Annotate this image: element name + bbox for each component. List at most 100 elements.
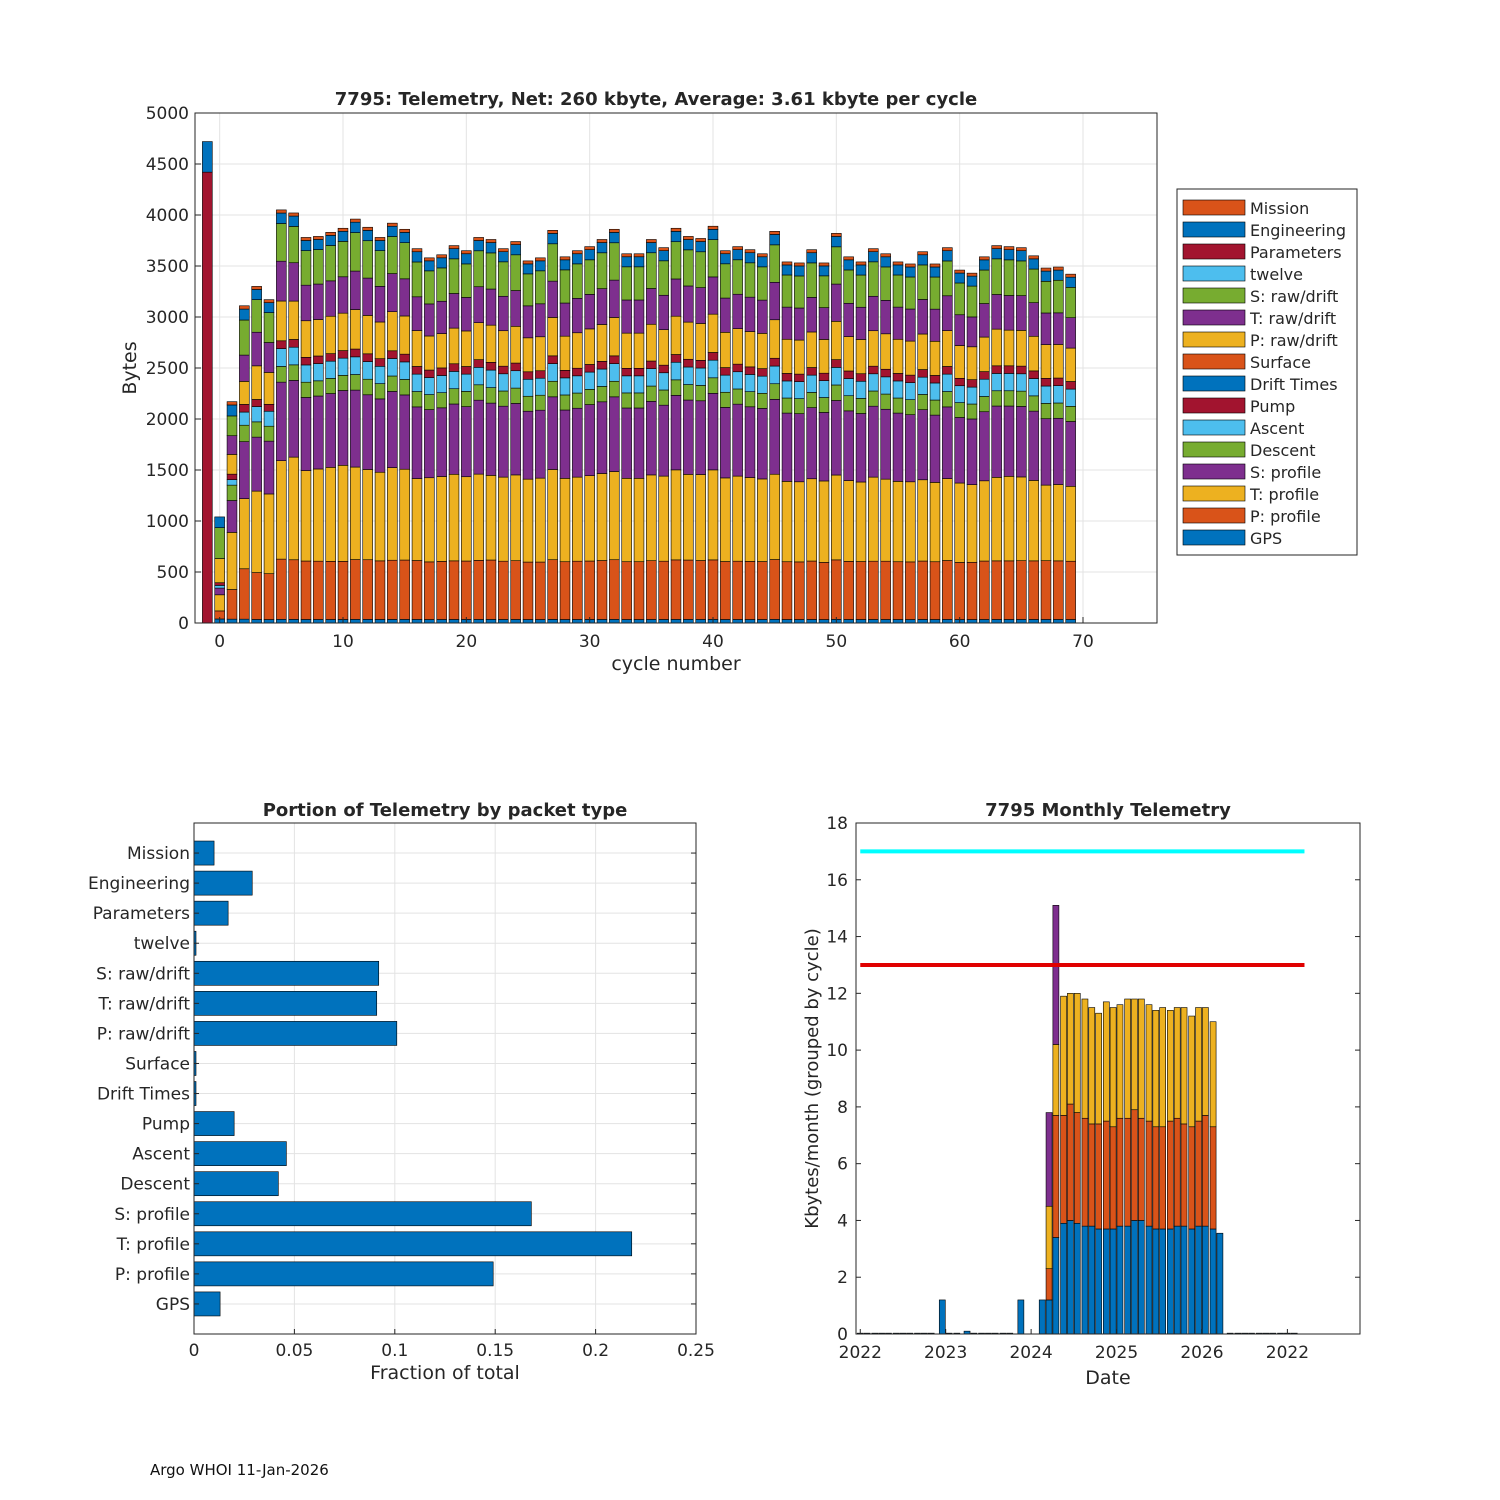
- bar-segment-orange: [1073, 1112, 1081, 1224]
- bar-segment-ascent: [473, 367, 484, 386]
- bar-segment-s-profile: [905, 414, 916, 483]
- bar-segment-ascent: [572, 375, 583, 394]
- bar-segment-orange: [1145, 1120, 1153, 1227]
- bar-segment-s-raw-drift: [670, 241, 682, 280]
- bar-segment-p-raw-drift: [572, 332, 583, 369]
- bar-descent: [193, 1171, 279, 1197]
- bar-segment-t-raw-drift: [239, 354, 250, 382]
- bar-segment-orange: [1095, 1123, 1102, 1230]
- bar-segment-yellow: [1145, 1004, 1153, 1122]
- x-tick-label: 2022: [839, 1343, 882, 1363]
- bar-segment-t-raw-drift: [362, 277, 373, 316]
- bar-segment-s-raw-drift: [818, 275, 830, 308]
- bar-segment-t-raw-drift: [683, 285, 694, 323]
- bar-segment-p-profile: [572, 560, 583, 620]
- bar-segment-engineering: [535, 260, 546, 272]
- legend-label-p-profile: P: profile: [1250, 507, 1321, 526]
- bar-segment-ascent: [288, 346, 299, 366]
- bar-segment-gps: [424, 619, 435, 624]
- bar-segment-engineering: [720, 253, 731, 265]
- bar-segment-s-raw-drift: [461, 263, 472, 298]
- bar-segment-s-profile: [522, 410, 534, 480]
- bar-segment-ascent: [226, 479, 238, 486]
- bar-segment-p-profile: [362, 559, 373, 620]
- bar-segment-yellow: [1124, 998, 1131, 1119]
- bar-segment-gps: [374, 619, 386, 624]
- bar-segment-ascent: [276, 348, 287, 367]
- bar-segment-s-profile: [510, 403, 521, 476]
- bar-segment-p-raw-drift: [979, 336, 990, 372]
- bar-segment-ascent: [979, 378, 990, 397]
- bar-s-raw-drift: [193, 960, 380, 986]
- bar-segment-p-raw-drift: [411, 330, 423, 367]
- bar-segment-t-raw-drift: [991, 294, 1002, 330]
- bar-segment-mission: [276, 209, 287, 214]
- bar-segment-blue: [1052, 1237, 1060, 1335]
- bar-segment-t-profile: [818, 480, 830, 563]
- bar-segment-s-raw-drift: [732, 259, 743, 295]
- bar-segment-t-profile: [880, 478, 891, 562]
- bar-segment-descent: [547, 380, 558, 398]
- y-axis-label: Kbytes/month (grouped by cycle): [802, 928, 823, 1228]
- bar-segment-mission: [806, 249, 817, 254]
- bar-segment-p-raw-drift: [350, 309, 361, 350]
- bar-segment-p-raw-drift: [633, 332, 645, 369]
- y-tick-label-parameters: Parameters: [93, 904, 190, 924]
- bar-segment-engineering: [226, 404, 238, 417]
- bar-segment-ascent: [399, 361, 410, 380]
- y-tick-label: 3000: [146, 308, 189, 328]
- bar-t-profile: [193, 1231, 633, 1257]
- bar-segment-descent: [535, 394, 546, 411]
- bar-segment-t-profile: [646, 474, 657, 561]
- bar-segment-mission: [547, 230, 558, 234]
- bar-segment-pump: [535, 370, 546, 379]
- bar-segment-t-profile: [609, 471, 620, 561]
- legend-label-parameters: Parameters: [1250, 243, 1342, 262]
- bar-segment-p-raw-drift: [831, 321, 842, 360]
- bar-segment-s-raw-drift: [313, 249, 324, 285]
- bar-segment-pump: [337, 350, 349, 359]
- bar-segment-s-raw-drift: [214, 527, 225, 559]
- bar-segment-p-profile: [646, 560, 657, 620]
- bar-segment-yellow: [1180, 1007, 1188, 1125]
- bar-segment-pump: [781, 373, 793, 382]
- bar-segment-s-profile: [547, 396, 558, 470]
- bar-segment-pump: [1053, 377, 1064, 386]
- bar-segment-mission: [387, 222, 398, 227]
- bar-segment-mission: [966, 272, 978, 277]
- bar-segment-t-raw-drift: [584, 294, 595, 330]
- y-tick-label: 2500: [146, 359, 189, 379]
- bar-segment-pump: [510, 362, 521, 372]
- y-tick-label-s-raw-drift: S: raw/drift: [96, 964, 190, 984]
- bar-segment-descent: [670, 379, 682, 396]
- bar-segment-p-profile: [535, 561, 546, 620]
- bar-segment-t-raw-drift: [596, 288, 608, 325]
- bar-segment-p-profile: [251, 572, 262, 620]
- bar-segment-p-profile: [510, 560, 521, 620]
- bar-segment-p-raw-drift: [239, 381, 250, 405]
- bar-segment-t-profile: [300, 470, 312, 562]
- bar-segment-s-profile: [1003, 405, 1015, 477]
- bar-segment-engineering: [868, 251, 879, 263]
- bar-segment-ascent: [806, 374, 817, 393]
- bar-segment-p-raw-drift: [707, 313, 719, 353]
- bar-segment-t-profile: [362, 469, 373, 561]
- y-tick-label-t-profile: T: profile: [116, 1235, 190, 1255]
- bar-segment-descent: [461, 391, 472, 407]
- bar-segment-pump: [670, 354, 682, 363]
- bar-segment-blue: [1073, 1222, 1081, 1335]
- bar-segment-p-profile: [757, 561, 768, 620]
- bar-segment-t-profile: [1053, 484, 1064, 562]
- x-axis-label: cycle number: [611, 653, 740, 675]
- bar-segment-s-raw-drift: [929, 276, 941, 310]
- bar-segment-yellow: [1209, 1021, 1217, 1128]
- bar-segment-s-profile: [855, 413, 867, 483]
- bar-segment-pump: [794, 373, 805, 382]
- bar-segment-p-raw-drift: [757, 333, 768, 369]
- bar-segment-s-raw-drift: [744, 262, 756, 298]
- bar-segment-p-profile: [461, 560, 472, 620]
- chart-monthly-telemetry: 0 2 4 6 8 10 12 14 16 18 2022 2023 2024 2025 2026 2022 7…: [802, 800, 1361, 1389]
- bar-segment-t-profile: [276, 460, 287, 560]
- bar-segment-descent: [794, 398, 805, 414]
- bar-segment-p-raw-drift: [683, 321, 694, 360]
